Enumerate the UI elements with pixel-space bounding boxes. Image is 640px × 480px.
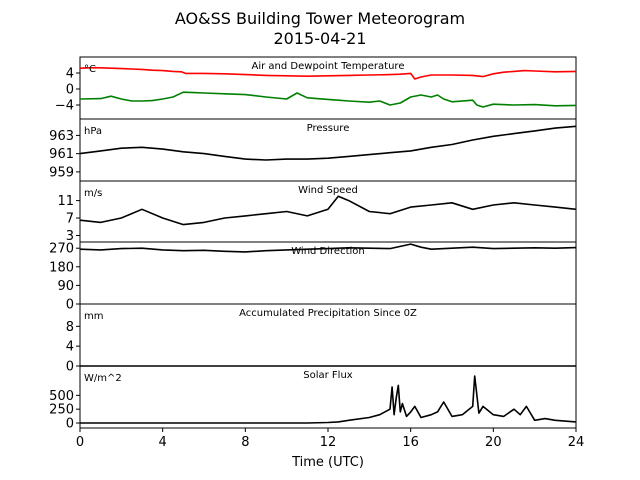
wind_speed-y-tick-label: 3 bbox=[66, 229, 74, 244]
wind_speed-y-tick-label: 11 bbox=[57, 194, 74, 209]
x-tick-label: 24 bbox=[568, 435, 585, 450]
x-tick-label: 16 bbox=[402, 435, 419, 450]
x-tick-label: 20 bbox=[485, 435, 502, 450]
x-tick-label: 4 bbox=[159, 435, 167, 450]
solar-panel-title: Solar Flux bbox=[303, 370, 353, 381]
panel-wind_speed: Wind Speed m/s 11 7 3 bbox=[57, 180, 577, 244]
wind_speed-panel-title: Wind Speed bbox=[298, 185, 358, 196]
pressure-y-tick-label: 959 bbox=[49, 165, 74, 180]
pressure-series-line-0 bbox=[79, 125, 577, 161]
temp-y-tick-label: 4 bbox=[66, 67, 74, 82]
x-axis: 0 4 8 12 16 20 24 bbox=[76, 428, 584, 450]
x-tick-label: 0 bbox=[76, 435, 84, 450]
panel-wind_dir: Wind Direction 270 180 90 0 bbox=[49, 241, 577, 313]
x-tick-label: 8 bbox=[241, 435, 249, 450]
pressure-panel-title: Pressure bbox=[307, 123, 350, 134]
pressure-unit-label: hPa bbox=[84, 126, 102, 137]
panel-pressure: Pressure hPa 963 961 959 bbox=[49, 118, 577, 182]
panel-stack: Air and Dewpoint Temperature°C40−4Pressu… bbox=[49, 56, 577, 432]
precip-y-tick-label: 0 bbox=[66, 360, 74, 375]
wind_dir-y-tick-label: 270 bbox=[49, 242, 74, 257]
pressure-y-tick-label: 961 bbox=[49, 147, 74, 162]
precip-unit-label: mm bbox=[84, 311, 103, 322]
solar-unit-label: W/m^2 bbox=[84, 373, 122, 384]
wind_speed-y-tick-label: 7 bbox=[66, 212, 74, 227]
wind_dir-y-tick-label: 90 bbox=[57, 279, 74, 294]
wind_dir-panel-title: Wind Direction bbox=[291, 246, 365, 257]
solar-series-line-0 bbox=[80, 375, 577, 424]
wind_dir-series-line-0 bbox=[79, 243, 577, 253]
precip-y-tick-label: 8 bbox=[66, 320, 74, 335]
wind_speed-series-line-0 bbox=[79, 195, 577, 226]
precip-panel-title: Accumulated Precipitation Since 0Z bbox=[239, 308, 417, 319]
temp-y-tick-label: 0 bbox=[66, 83, 74, 98]
wind_speed-unit-label: m/s bbox=[84, 188, 102, 199]
solar-y-tick-label: 500 bbox=[49, 389, 74, 404]
precip-y-tick-label: 4 bbox=[66, 340, 74, 355]
temp-y-tick-label: −4 bbox=[55, 99, 74, 114]
figure-title-line2: 2015-04-21 bbox=[274, 29, 367, 48]
solar-y-tick-label: 250 bbox=[49, 403, 74, 418]
x-axis-label: Time (UTC) bbox=[291, 455, 364, 470]
temp-panel-title: Air and Dewpoint Temperature bbox=[252, 61, 405, 72]
x-tick-label: 12 bbox=[320, 435, 337, 450]
pressure-y-tick-label: 963 bbox=[49, 129, 74, 144]
panel-temp: Air and Dewpoint Temperature °C 40−4 bbox=[55, 56, 577, 120]
figure-title-line1: AO&SS Building Tower Meteorogram bbox=[175, 9, 465, 28]
solar-y-tick-label: 0 bbox=[66, 417, 74, 432]
temp-series-line-0 bbox=[79, 67, 577, 80]
panel-precip: Accumulated Precipitation Since 0Z mm 8 4 0 bbox=[66, 303, 577, 375]
wind_dir-y-tick-label: 180 bbox=[49, 260, 74, 275]
temp-series-line-1 bbox=[79, 91, 577, 108]
wind_dir-y-tick-label: 0 bbox=[66, 298, 74, 313]
temp-unit-label: °C bbox=[84, 64, 96, 75]
